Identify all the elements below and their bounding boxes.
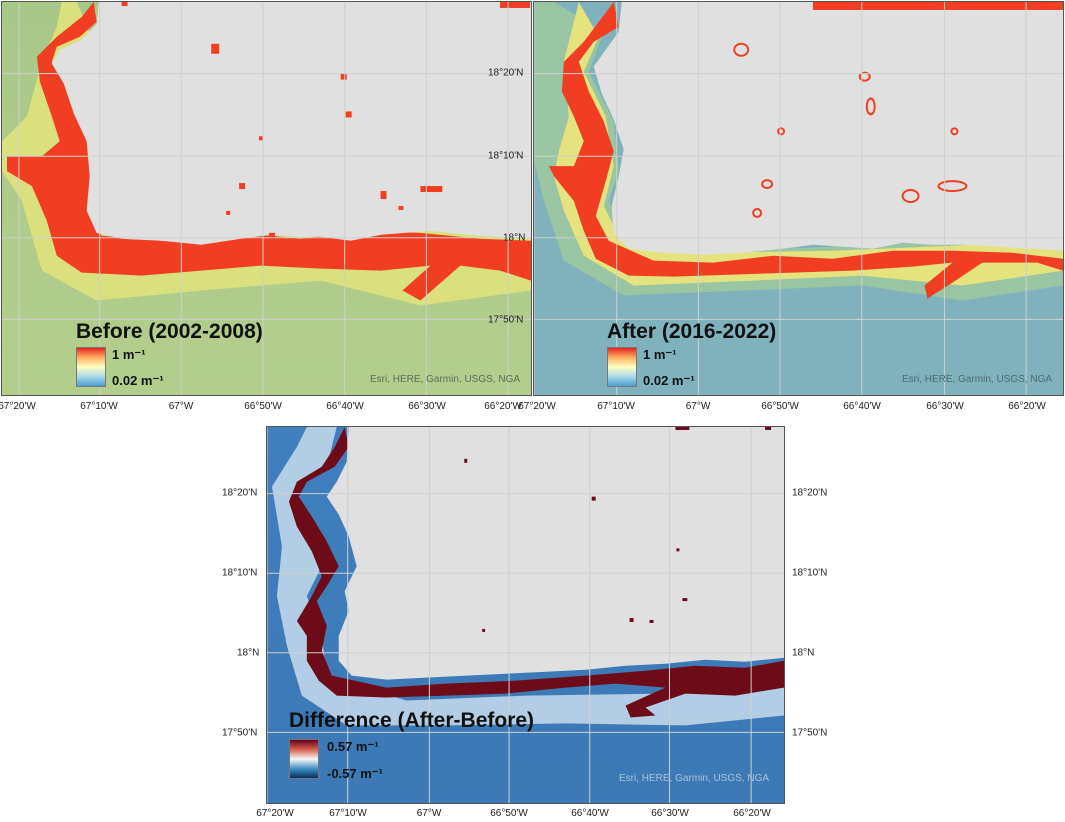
attribution-text: Esri, HERE, Garmin, USGS, NGA (370, 374, 521, 385)
legend-min-label: 0.02 m⁻¹ (112, 373, 164, 388)
lat-tick: 17°50'N (488, 314, 524, 326)
after-map (534, 2, 1063, 395)
nearshore-light-band (271, 427, 784, 726)
legend-max-label: 1 m⁻¹ (112, 347, 146, 362)
lon-tick: 66°30'W (926, 401, 964, 412)
lat-tick: 18°10'N (222, 567, 258, 579)
lon-tick: 67°W (685, 401, 711, 412)
legend-max-label: 0.57 m⁻¹ (327, 739, 379, 754)
lon-tick: 66°40'W (326, 401, 364, 412)
lat-tick: 18°20'N (488, 67, 524, 79)
lat-tick: 17°50'N (222, 727, 258, 739)
panel-title: Difference (After-Before) (289, 709, 535, 732)
lat-tick: 18°N (792, 647, 815, 659)
graticule (534, 2, 1063, 395)
difference-map (267, 427, 784, 803)
inland-spots (733, 42, 968, 218)
legend-min-label: -0.57 m⁻¹ (327, 766, 383, 781)
legend-min-label: 0.02 m⁻¹ (643, 373, 695, 388)
lon-tick: 66°50'W (490, 808, 528, 819)
before-map-panel[interactable]: Before (2002-2008) 1 m⁻¹ 0.02 m⁻¹ Esri, … (1, 1, 532, 396)
lon-tick: 67°20'W (256, 808, 294, 819)
lon-tick: 67°W (416, 808, 442, 819)
land-area (326, 427, 784, 680)
lon-tick: 66°20'W (1008, 401, 1046, 412)
lat-tick: 18°20'N (222, 487, 258, 499)
lon-tick: 67°10'W (80, 401, 118, 412)
attribution-text: Esri, HERE, Garmin, USGS, NGA (619, 773, 770, 784)
lat-tick: 18°N (237, 647, 260, 659)
graticule (2, 2, 531, 395)
coastal-increase-band (288, 427, 784, 718)
land-area (593, 2, 1063, 255)
inland-spots (464, 427, 772, 632)
lon-tick: 66°50'W (244, 401, 282, 412)
graticule (267, 427, 784, 803)
panel-title: After (2016-2022) (607, 320, 777, 343)
lon-tick: 66°20'W (733, 808, 771, 819)
lon-tick: 67°10'W (597, 401, 635, 412)
panel-title: Before (2002-2008) (76, 320, 263, 343)
lon-tick: 66°30'W (408, 401, 446, 412)
lon-tick: 67°20'W (0, 401, 36, 412)
before-map (2, 2, 531, 395)
lon-tick: 66°40'W (843, 401, 881, 412)
land-area (51, 2, 531, 245)
inland-spots (121, 2, 531, 237)
coastal-high-band (6, 2, 531, 301)
after-map-panel[interactable]: After (2016-2022) 1 m⁻¹ 0.02 m⁻¹ Esri, H… (533, 1, 1064, 396)
legend-max-label: 1 m⁻¹ (643, 347, 677, 362)
lat-tick: 18°10'N (792, 567, 828, 579)
difference-map-panel[interactable]: Difference (After-Before) 0.57 m⁻¹ -0.57… (266, 426, 785, 804)
legend-colorbar (289, 739, 319, 779)
coastal-high-band (548, 2, 1063, 299)
legend-colorbar (76, 347, 106, 387)
lat-tick: 18°20'N (792, 487, 828, 499)
lon-tick: 67°20'W (518, 401, 556, 412)
lon-tick: 66°40'W (571, 808, 609, 819)
top-edge-band (812, 2, 1063, 10)
lon-tick: 67°10'W (329, 808, 367, 819)
lon-tick: 67°W (168, 401, 194, 412)
lat-tick: 18°N (503, 232, 526, 244)
attribution-text: Esri, HERE, Garmin, USGS, NGA (902, 374, 1053, 385)
lon-tick: 66°50'W (761, 401, 799, 412)
lon-tick: 66°20'W (484, 401, 522, 412)
lon-tick: 66°30'W (651, 808, 689, 819)
lat-tick: 17°50'N (792, 727, 828, 739)
lat-tick: 18°10'N (488, 150, 524, 162)
legend-colorbar (607, 347, 637, 387)
